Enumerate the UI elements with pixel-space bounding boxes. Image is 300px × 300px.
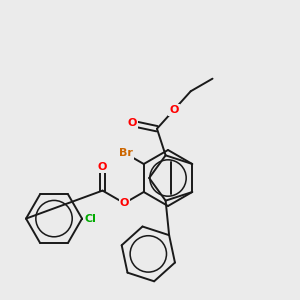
Text: O: O — [120, 198, 129, 208]
Text: O: O — [128, 118, 137, 128]
Text: O: O — [98, 162, 107, 172]
Text: Br: Br — [118, 148, 133, 158]
Text: O: O — [169, 105, 178, 115]
Text: Cl: Cl — [84, 214, 96, 224]
